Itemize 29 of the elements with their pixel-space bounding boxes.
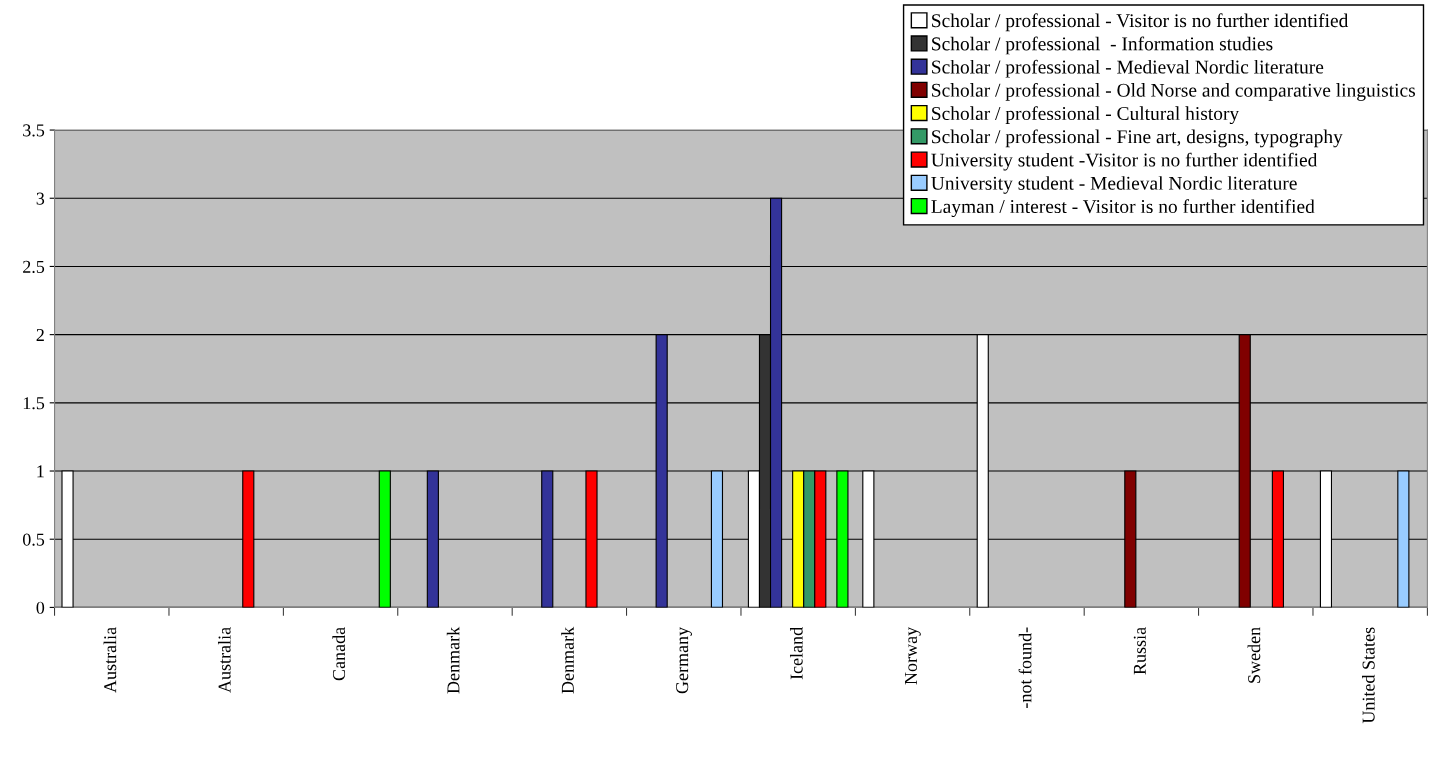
legend-label: Layman / interest - Visitor is no further identified xyxy=(931,199,1315,218)
y-tick-label: 2 xyxy=(36,328,44,341)
y-tick-label: 3.5 xyxy=(23,124,45,137)
x-tick-label: Denmark xyxy=(561,626,574,694)
y-tick-label: 1 xyxy=(37,465,44,478)
y-tick-label: 2.5 xyxy=(23,260,45,273)
y-tick-label: 0.5 xyxy=(22,533,45,546)
x-tick-label: Australia xyxy=(217,627,231,693)
legend-label: Scholar / professional - Fine art, designs, typography xyxy=(932,129,1343,148)
y-tick-label: 1.5 xyxy=(23,397,45,410)
x-tick-label: Germany xyxy=(676,626,692,694)
x-tick-label: Norway xyxy=(905,626,921,685)
legend-label: Scholar / professional - Cultural history xyxy=(932,106,1240,125)
x-tick-label: United States xyxy=(1362,627,1375,724)
legend-label: University student -Visitor is no further identified xyxy=(931,152,1318,171)
legend-label: Scholar / professional - Old Norse and comparative linguistics xyxy=(932,82,1416,101)
x-tick-label: Australia xyxy=(103,627,117,693)
legend-label: University student - Medieval Nordic literature xyxy=(931,176,1297,194)
x-tick-label: Iceland xyxy=(789,627,803,680)
legend-label: Scholar / professional - Information studies xyxy=(932,36,1273,55)
legend-label: Scholar / professional - Visitor is no further identified xyxy=(932,13,1349,32)
x-tick-label: Canada xyxy=(332,627,346,681)
x-tick-label: Denmark xyxy=(446,626,460,694)
x-tick-label: Russia xyxy=(1133,627,1146,675)
legend-label: Scholar / professional - Medieval Nordic literature xyxy=(932,59,1324,78)
x-tick-label: -not found- xyxy=(1018,627,1032,708)
y-tick-label: 3 xyxy=(36,192,45,205)
y-tick-label: 0 xyxy=(36,601,45,614)
x-tick-label: Sweden xyxy=(1247,627,1261,683)
